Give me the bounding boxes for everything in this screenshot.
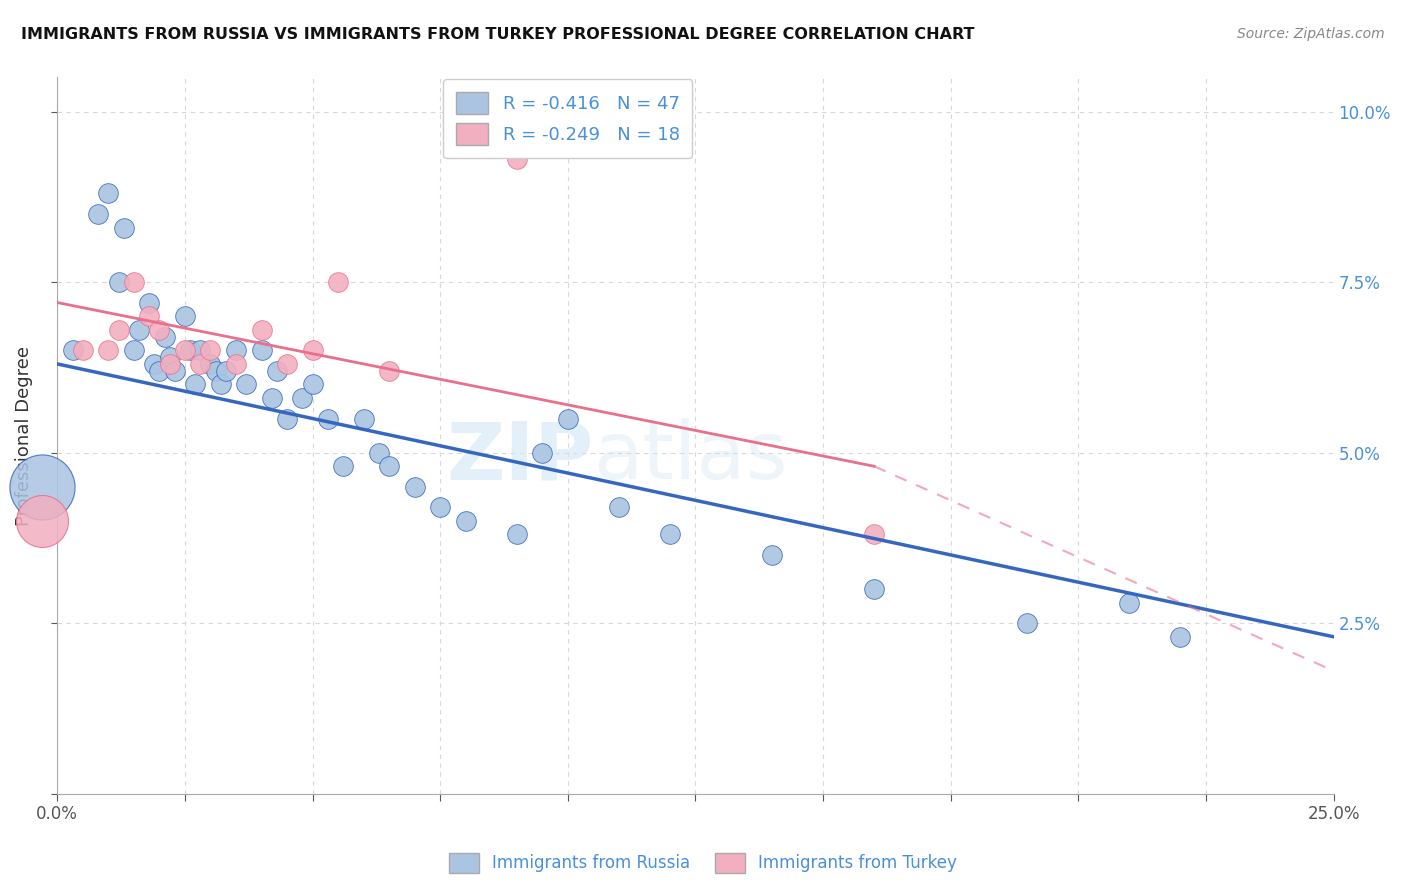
Point [235, 377, 257, 392]
Point [353, 411, 375, 425]
Point [159, 357, 181, 371]
Point [31, 480, 53, 494]
Point [506, 527, 529, 541]
Point [291, 391, 314, 405]
Y-axis label: Professional Degree: Professional Degree [15, 345, 32, 525]
Point [225, 357, 247, 371]
Point [138, 295, 160, 310]
Point [863, 582, 886, 596]
Point [209, 377, 232, 392]
Point [378, 459, 401, 474]
Point [107, 323, 129, 337]
Point [107, 275, 129, 289]
Point [31, 514, 53, 528]
Point [557, 411, 579, 425]
Point [188, 357, 211, 371]
Point [188, 343, 211, 358]
Point [174, 343, 197, 358]
Legend: R = -0.416   N = 47, R = -0.249   N = 18: R = -0.416 N = 47, R = -0.249 N = 18 [443, 79, 692, 158]
Point [87, 207, 110, 221]
Point [250, 343, 273, 358]
Point [326, 275, 349, 289]
Point [174, 309, 197, 323]
Point [97, 343, 120, 358]
Point [200, 357, 222, 371]
Point [260, 391, 283, 405]
Point [1170, 630, 1192, 644]
Point [332, 459, 354, 474]
Point [404, 480, 426, 494]
Point [72, 343, 94, 358]
Point [215, 364, 238, 378]
Point [122, 343, 145, 358]
Point [163, 364, 186, 378]
Point [506, 153, 529, 167]
Point [531, 445, 554, 459]
Point [148, 323, 170, 337]
Point [184, 377, 207, 392]
Point [368, 445, 391, 459]
Point [250, 323, 273, 337]
Point [863, 527, 886, 541]
Point [148, 364, 170, 378]
Text: IMMIGRANTS FROM RUSSIA VS IMMIGRANTS FROM TURKEY PROFESSIONAL DEGREE CORRELATION: IMMIGRANTS FROM RUSSIA VS IMMIGRANTS FRO… [21, 27, 974, 42]
Point [143, 357, 166, 371]
Point [62, 343, 84, 358]
Point [301, 343, 323, 358]
Point [1017, 616, 1039, 631]
Point [112, 220, 135, 235]
Point [122, 275, 145, 289]
Point [138, 309, 160, 323]
Point [200, 343, 222, 358]
Point [179, 343, 201, 358]
Point [266, 364, 288, 378]
Point [276, 357, 298, 371]
Point [378, 364, 401, 378]
Point [316, 411, 339, 425]
Point [159, 350, 181, 364]
Text: atlas: atlas [593, 418, 787, 496]
Point [301, 377, 323, 392]
Point [761, 548, 783, 562]
Point [454, 514, 477, 528]
Point [276, 411, 298, 425]
Point [97, 186, 120, 201]
Point [658, 527, 681, 541]
Text: ZIP: ZIP [446, 418, 593, 496]
Point [153, 329, 176, 343]
Point [1118, 596, 1140, 610]
Point [607, 500, 630, 515]
Point [204, 364, 226, 378]
Point [429, 500, 451, 515]
Point [128, 323, 150, 337]
Text: Source: ZipAtlas.com: Source: ZipAtlas.com [1237, 27, 1385, 41]
Point [225, 343, 247, 358]
Legend: Immigrants from Russia, Immigrants from Turkey: Immigrants from Russia, Immigrants from … [441, 847, 965, 880]
